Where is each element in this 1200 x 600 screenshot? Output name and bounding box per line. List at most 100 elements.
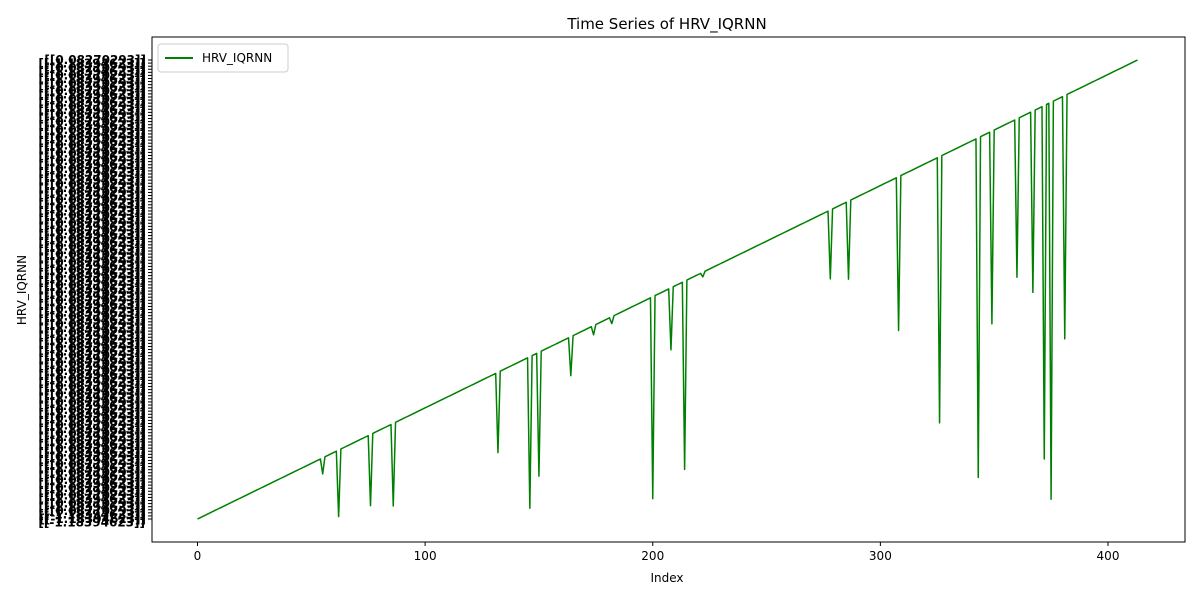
x-tick-label: 200 [641,549,664,563]
x-tick-label: 0 [194,549,202,563]
y-tick-label: [[-1.18394623]] [38,352,145,366]
y-tick-label: [[-1.18394623]] [38,360,145,374]
y-tick-label: [[0.08270293]] [44,434,146,448]
y-tick-label: [[0.08270293]] [44,411,146,425]
y-tick-label: [[0.08270293]] [44,294,146,308]
y-tick-label: [[0.08270293]] [44,255,146,269]
y-tick-label: [[-1.18394623]] [38,267,145,281]
y-tick-label: [[0.08270293]] [44,76,146,90]
y-tick-label: [[-1.18394623]] [38,119,145,133]
x-tick-label: 300 [869,549,892,563]
y-tick-label: [[-1.18394623]] [38,383,145,397]
y-tick-label: [[-1.18394623]] [38,57,145,71]
y-tick-label: [[-1.18394623]] [38,430,145,444]
y-tick-label: [[-1.18394623]] [38,375,145,389]
y-tick-label: [[-1.18394623]] [38,142,145,156]
y-tick-label: [[0.08270293]] [44,442,146,456]
x-tick-label: 400 [1097,549,1120,563]
y-tick-label: [[0.08270293]] [44,426,146,440]
y-tick-label: [[0.08270293]] [44,131,146,145]
y-tick-label: [[0.08270293]] [44,325,146,339]
y-tick-label: [[0.08270293]] [44,84,146,98]
chart-title: Time Series of HRV_IQRNN [566,15,766,34]
y-tick-label: [[-1.18394623]] [38,414,145,428]
y-tick-label: [[-1.18394623]] [38,212,145,226]
series-line-hrv-iqrnn [197,59,1138,520]
y-tick-label: [[-1.18394623]] [38,220,145,234]
y-tick-label: [[0.08270293]] [44,341,146,355]
x-axis-ticks: 0 100 200 300 400 [194,542,1120,563]
y-tick-label: [[0.08270293]] [44,263,146,277]
y-tick-label: [[0.08270293]] [44,53,146,67]
y-tick-label: [[0.08270293]] [44,162,146,176]
y-tick-label: [[-1.18394623]] [38,337,145,351]
y-tick-label: [[-1.18394623]] [38,290,145,304]
y-tick-label: [[-1.18394623]] [38,111,145,125]
y-tick-label: [[-1.18394623]] [38,181,145,195]
y-tick-label: [[0.08270293]] [44,465,146,479]
y-tick-label: [[0.08270293]] [44,318,146,332]
y-tick-label: [[-1.18394623]] [38,204,145,218]
y-tick-label: [[-1.18394623]] [38,313,145,327]
y-tick-label: [[0.08270293]] [44,193,146,207]
y-tick-label: [[-1.18394623]] [38,251,145,265]
y-tick-label: [[-1.18394623]] [38,150,145,164]
y-tick-label: [[0.08270293]] [44,100,146,114]
y-tick-label: [[0.08270293]] [44,349,146,363]
y-tick-label: [[-1.18394623]] [38,508,145,522]
y-tick-label: [[-1.18394623]] [38,438,145,452]
y-tick-label: [[0.08270293]] [44,364,146,378]
y-tick-label: [[0.08270293]] [44,216,146,230]
y-tick-label: [[0.08270293]] [44,302,146,316]
y-tick-label: [[0.08270293]] [44,154,146,168]
x-axis-label: Index [650,571,683,585]
y-tick-label: [[-1.18394623]] [38,422,145,436]
y-tick-label: [[-1.18394623]] [38,500,145,514]
y-tick-label: [[-1.18394623]] [38,461,145,475]
y-tick-label: [[-1.18394623]] [38,274,145,288]
y-tick-label: [[-1.18394623]] [38,368,145,382]
y-tick-label: [[0.08270293]] [44,115,146,129]
y-tick-label: [[-1.18394623]] [38,391,145,405]
y-tick-label: [[-1.18394623]] [38,165,145,179]
y-tick-label: [[-1.18394623]] [38,243,145,257]
y-tick-label: [[0.08270293]] [44,473,146,487]
y-tick-label: [[0.08270293]] [44,286,146,300]
y-tick-label: [[-1.18394623]] [38,344,145,358]
y-tick-label: [[0.08270293]] [44,450,146,464]
y-tick-label: [[0.08270293]] [44,146,146,160]
plot-frame [151,36,1186,543]
legend-box [157,43,289,73]
y-tick-label: [[-1.18394623]] [38,407,145,421]
y-tick-label: [[0.08270293]] [44,209,146,223]
y-tick-label: [[0.08270293]] [44,356,146,370]
y-tick-label: [[-1.18394623]] [38,95,145,109]
y-tick-label: [[-1.18394623]] [38,477,145,491]
y-tick-label: [[-1.18394623]] [38,469,145,483]
y-tick-label: [[0.08270293]] [44,489,146,503]
y-tick-label: [[-1.18394623]] [38,158,145,172]
y-tick-label: [[0.08270293]] [44,504,146,518]
y-tick-label: [[-1.18394623]] [38,282,145,296]
y-tick-label: [[-1.18394623]] [38,235,145,249]
y-tick-label: [[-1.18394623]] [38,445,145,459]
legend-label: HRV_IQRNN [202,51,272,65]
y-tick-label: [[-1.18394623]] [38,189,145,203]
y-tick-label: [[-1.18394623]] [38,197,145,211]
y-tick-label: [[0.08270293]] [44,247,146,261]
y-tick-label: [[0.08270293]] [44,496,146,510]
y-tick-label: [[0.08270293]] [44,380,146,394]
y-tick-label: [[0.08270293]] [44,177,146,191]
y-axis-ticks: [[0.08270293]][[-1.18394623]][[0.0827029… [38,53,152,530]
y-tick-label: [[-1.18394623]] [38,399,145,413]
y-tick-label: [[-1.18394623]] [38,305,145,319]
y-tick-label: [[0.08270293]] [44,279,146,293]
y-tick-label: [[-1.18394623]] [38,484,145,498]
y-tick-label: [[-1.18394623]] [38,134,145,148]
y-tick-label: [[-1.18394623]] [38,228,145,242]
y-tick-label: [[0.08270293]] [44,310,146,324]
y-tick-label: [[0.08270293]] [44,170,146,184]
y-tick-label: [[0.08270293]] [44,92,146,106]
